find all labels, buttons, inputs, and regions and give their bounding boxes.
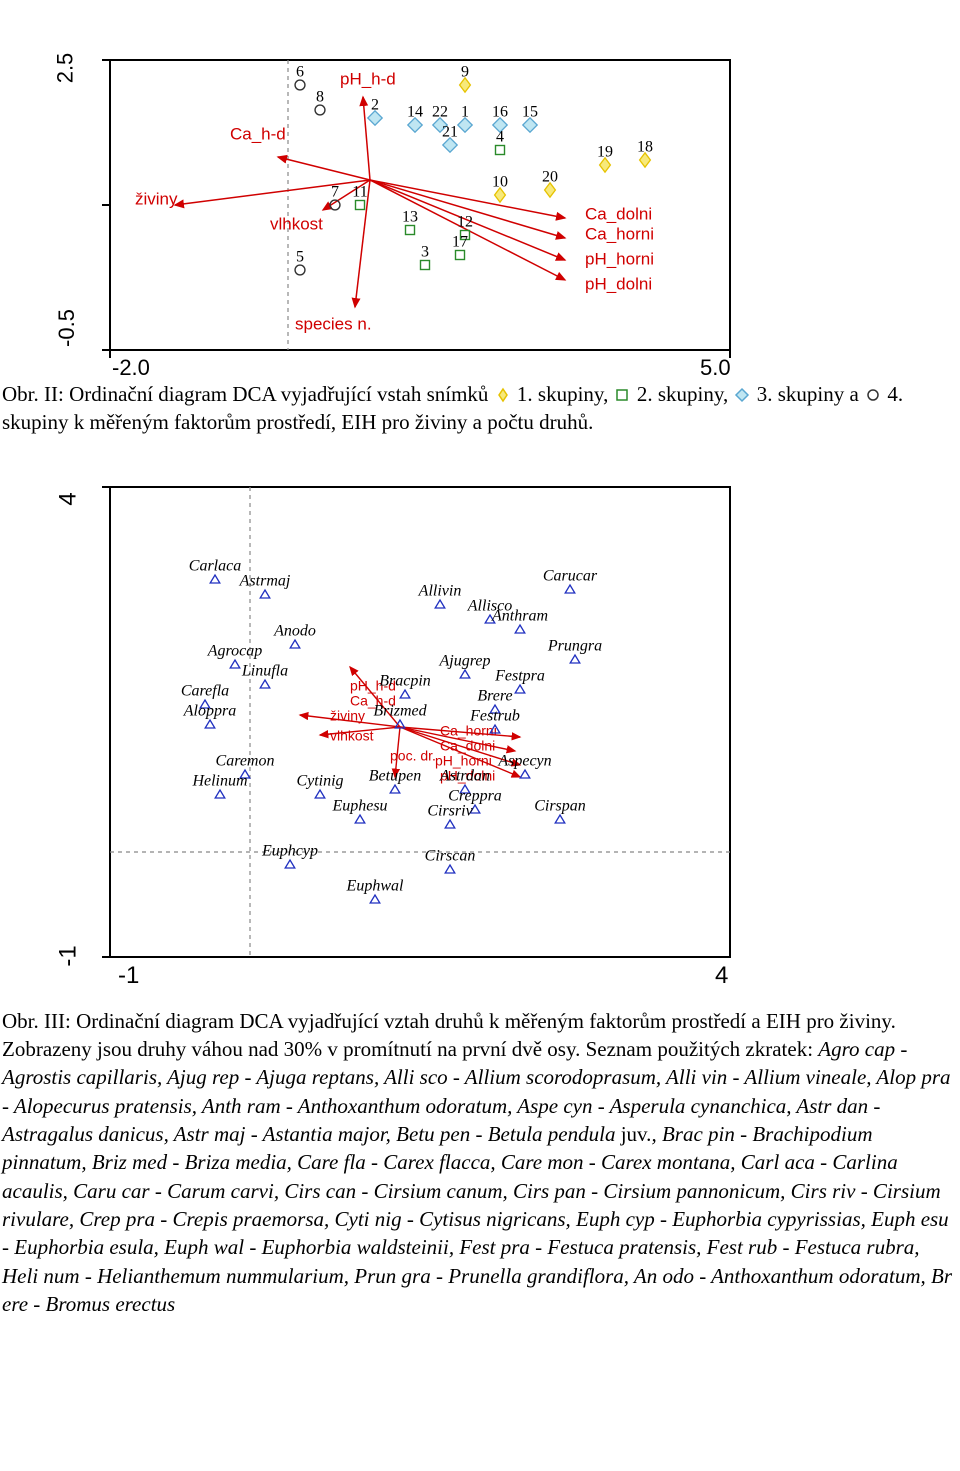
svg-text:Euphesu: Euphesu (331, 797, 387, 814)
svg-text:16: 16 (492, 104, 508, 121)
x-axis-min: -2.0 (112, 355, 150, 381)
svg-text:Cirscan: Cirscan (425, 847, 476, 864)
svg-text:Anthram: Anthram (491, 607, 548, 624)
x-axis-max: 4 (715, 962, 728, 990)
svg-text:Carlaca: Carlaca (189, 557, 241, 574)
svg-text:Festrub: Festrub (469, 707, 520, 724)
svg-text:Agrocap: Agrocap (207, 642, 263, 659)
svg-text:2: 2 (371, 97, 379, 114)
svg-text:18: 18 (637, 139, 653, 156)
svg-text:15: 15 (522, 104, 538, 121)
y-axis-min: -0.5 (54, 309, 80, 347)
svg-text:8: 8 (316, 89, 324, 106)
svg-text:Euphcyp: Euphcyp (261, 842, 318, 859)
svg-text:Caremon: Caremon (216, 752, 275, 769)
svg-text:4: 4 (496, 129, 504, 146)
svg-text:13: 13 (402, 209, 418, 226)
svg-text:Ca_h-d: Ca_h-d (230, 124, 286, 143)
svg-text:9: 9 (461, 64, 469, 81)
svg-text:20: 20 (542, 169, 558, 186)
svg-text:pH_horni: pH_horni (435, 752, 492, 768)
svg-text:Aloppra: Aloppra (183, 702, 236, 719)
svg-text:Carefla: Carefla (181, 682, 229, 699)
svg-text:10: 10 (492, 174, 508, 191)
y-axis-min: -1 (55, 945, 83, 966)
svg-text:14: 14 (407, 104, 423, 121)
svg-text:vlhkost: vlhkost (270, 214, 323, 233)
svg-text:Brere: Brere (477, 687, 512, 704)
svg-text:species n.: species n. (295, 314, 372, 333)
svg-text:12: 12 (457, 214, 473, 231)
svg-text:22: 22 (432, 104, 448, 121)
svg-text:3: 3 (421, 244, 429, 261)
caption-abbrev-2: , Brac pin - Brachipodium pinnatum, Briz… (2, 1122, 952, 1316)
svg-text:Aspecyn: Aspecyn (497, 752, 551, 769)
svg-text:pH_horni: pH_horni (585, 249, 654, 268)
svg-text:17: 17 (452, 234, 468, 251)
svg-text:Ca_dolni: Ca_dolni (440, 737, 495, 753)
caption-group2: 2. skupiny, (637, 382, 734, 406)
svg-text:21: 21 (442, 124, 458, 141)
svg-text:Astrmaj: Astrmaj (239, 572, 291, 589)
x-axis-max: 5.0 (700, 355, 731, 381)
svg-text:Betupen: Betupen (369, 767, 421, 784)
svg-text:Allivin: Allivin (418, 582, 462, 599)
svg-text:Astrdan: Astrdan (439, 767, 490, 784)
svg-text:pH_dolni: pH_dolni (585, 274, 652, 293)
svg-text:vlhkost: vlhkost (330, 727, 374, 743)
svg-text:Brizmed: Brizmed (373, 702, 427, 719)
svg-text:Cytinig: Cytinig (296, 772, 343, 789)
x-axis-min: -1 (118, 962, 139, 990)
svg-text:Ca_horni: Ca_horni (585, 224, 654, 243)
figure3-caption: Obr. III: Ordinační diagram DCA vyjadřuj… (0, 1007, 960, 1319)
svg-text:Festpra: Festpra (494, 667, 545, 684)
svg-text:19: 19 (597, 144, 613, 161)
svg-text:Ca_dolni: Ca_dolni (585, 204, 652, 223)
svg-text:živiny: živiny (135, 189, 178, 208)
svg-text:Bracpin: Bracpin (379, 672, 431, 689)
svg-text:Linufla: Linufla (241, 662, 288, 679)
svg-text:7: 7 (331, 184, 339, 201)
svg-text:Carucar: Carucar (543, 567, 598, 584)
svg-text:Helinum: Helinum (191, 772, 247, 789)
caption-text: Obr. III: Ordinační diagram DCA vyjadřuj… (2, 1009, 896, 1061)
y-axis-max: 2.5 (52, 53, 78, 84)
svg-text:Cirspan: Cirspan (534, 797, 586, 814)
svg-text:pH_h-d: pH_h-d (340, 69, 396, 88)
figure3-ordination-chart: pH_h-dCa_h-dživinyvlhkostpoc. dr.Ca_horn… (20, 457, 780, 997)
caption-group3: 3. skupiny a (757, 382, 864, 406)
svg-text:Ca_horni: Ca_horni (440, 722, 497, 738)
svg-text:6: 6 (296, 64, 304, 81)
figure2-caption: Obr. II: Ordinační diagram DCA vyjadřují… (0, 380, 960, 437)
svg-text:živiny: živiny (330, 707, 365, 723)
caption-group1: 1. skupiny, (517, 382, 614, 406)
svg-text:Ajugrep: Ajugrep (439, 652, 491, 669)
svg-text:Cirsriv: Cirsriv (427, 802, 473, 819)
svg-text:Anodo: Anodo (273, 622, 316, 639)
svg-text:1: 1 (461, 104, 469, 121)
svg-text:11: 11 (352, 184, 367, 201)
y-axis-max: 4 (55, 492, 83, 505)
figure2-ordination-chart: pH_h-d živiny Ca_h-dvlhkost species n. Ca_do… (20, 30, 780, 370)
svg-text:5: 5 (296, 249, 304, 266)
svg-text:poc. dr.: poc. dr. (390, 747, 436, 763)
svg-text:Euphwal: Euphwal (346, 877, 404, 894)
caption-text: Obr. II: Ordinační diagram DCA vyjadřují… (2, 382, 494, 406)
svg-text:Prungra: Prungra (547, 637, 602, 654)
caption-mid: juv. (621, 1122, 652, 1146)
